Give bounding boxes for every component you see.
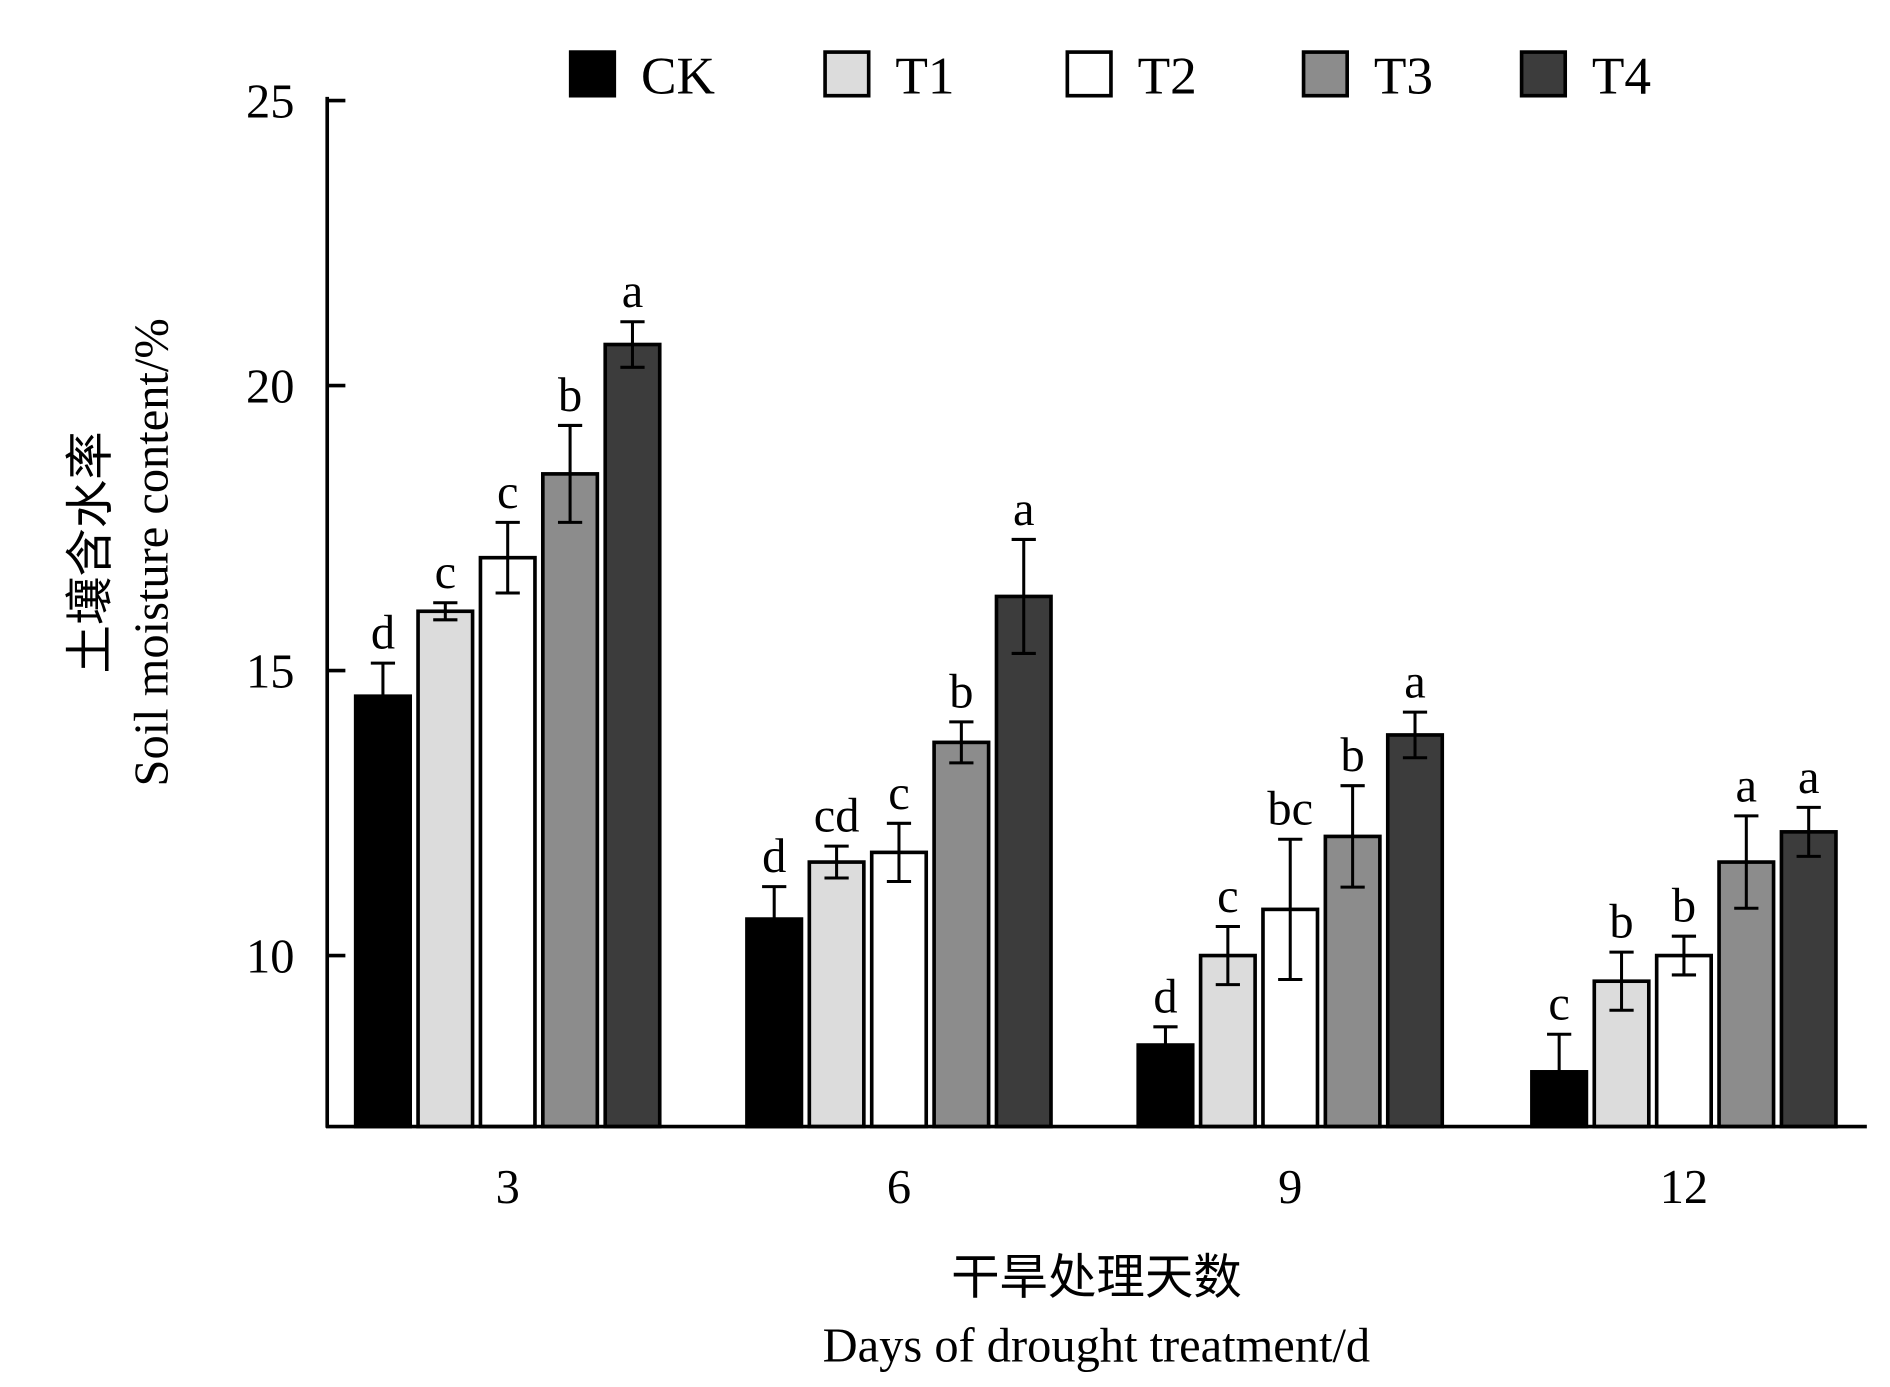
x-tick-label: 9 — [1278, 1161, 1302, 1214]
legend-label-T2: T2 — [1138, 46, 1197, 105]
bar-T3-day-6 — [932, 740, 991, 1129]
x-tick-label: 3 — [496, 1161, 520, 1214]
bar-T4-day-6 — [994, 594, 1053, 1129]
bar-T4-day-9 — [1385, 733, 1445, 1129]
bar-T2-day-3 — [478, 555, 537, 1129]
bar-T1-day-6 — [807, 860, 866, 1129]
significance-letter: d — [1153, 970, 1177, 1023]
significance-letter: b — [949, 665, 973, 718]
significance-letter: b — [1609, 896, 1633, 949]
x-tick-label: 6 — [887, 1161, 911, 1214]
y-tick-label: 15 — [246, 646, 294, 699]
bar-T3-day-3 — [541, 472, 600, 1129]
x-axis-label-cn: 干旱处理天数 — [951, 1252, 1242, 1305]
y-ticks: 10 15 20 25 — [246, 76, 346, 984]
bar-T2-day-6 — [869, 850, 929, 1129]
significance-letter: a — [1013, 483, 1034, 536]
bar-T2-day-9 — [1261, 907, 1320, 1129]
significance-letter: c — [1217, 870, 1239, 923]
legend: CK T1 T2 T3 T4 — [568, 46, 1651, 105]
bar-T2-day-12 — [1654, 953, 1713, 1129]
bar-T1-day-3 — [416, 609, 475, 1129]
y-tick-label: 25 — [246, 76, 294, 129]
significance-letter: d — [371, 607, 395, 660]
legend-swatch-CK — [568, 50, 617, 98]
significance-letter: a — [622, 265, 644, 318]
bar-T4-day-3 — [603, 342, 662, 1129]
bar-CK-day-6 — [745, 917, 804, 1129]
significance-letter: b — [1341, 729, 1365, 782]
significance-letter: cd — [814, 790, 860, 843]
legend-label-T1: T1 — [895, 46, 954, 105]
significance-letter: b — [558, 369, 582, 422]
y-axis-label-cn: 土壤含水率 — [65, 431, 118, 673]
legend-swatch-T3 — [1301, 50, 1349, 98]
legend-swatch-T1 — [823, 50, 871, 98]
significance-letter: bc — [1267, 783, 1313, 836]
x-ticks: 3 6 9 12 — [496, 1161, 1709, 1214]
x-tick-label: 12 — [1660, 1161, 1708, 1214]
significance-letter: c — [497, 466, 519, 519]
y-axis-label: Soil moisture content/% — [125, 318, 178, 786]
significance-letter: c — [888, 767, 910, 820]
y-tick-label: 10 — [246, 931, 294, 984]
significance-letter: b — [1672, 880, 1696, 933]
significance-letter: a — [1736, 759, 1758, 812]
legend-swatch-T2 — [1065, 50, 1113, 98]
x-axis-label: Days of drought treatment/d — [823, 1320, 1370, 1373]
significance-letter: c — [435, 546, 457, 599]
significance-letter: d — [762, 830, 786, 883]
legend-swatch-T4 — [1519, 50, 1568, 98]
significance-letter: a — [1404, 656, 1426, 709]
y-tick-label: 20 — [246, 361, 294, 414]
legend-label-CK: CK — [641, 46, 715, 105]
bar-T4-day-12 — [1779, 830, 1838, 1129]
legend-label-T4: T4 — [1592, 46, 1651, 105]
significance-letter: a — [1798, 751, 1820, 804]
significance-letter: c — [1548, 978, 1570, 1031]
bar-CK-day-3 — [353, 694, 413, 1129]
legend-label-T3: T3 — [1374, 46, 1433, 105]
